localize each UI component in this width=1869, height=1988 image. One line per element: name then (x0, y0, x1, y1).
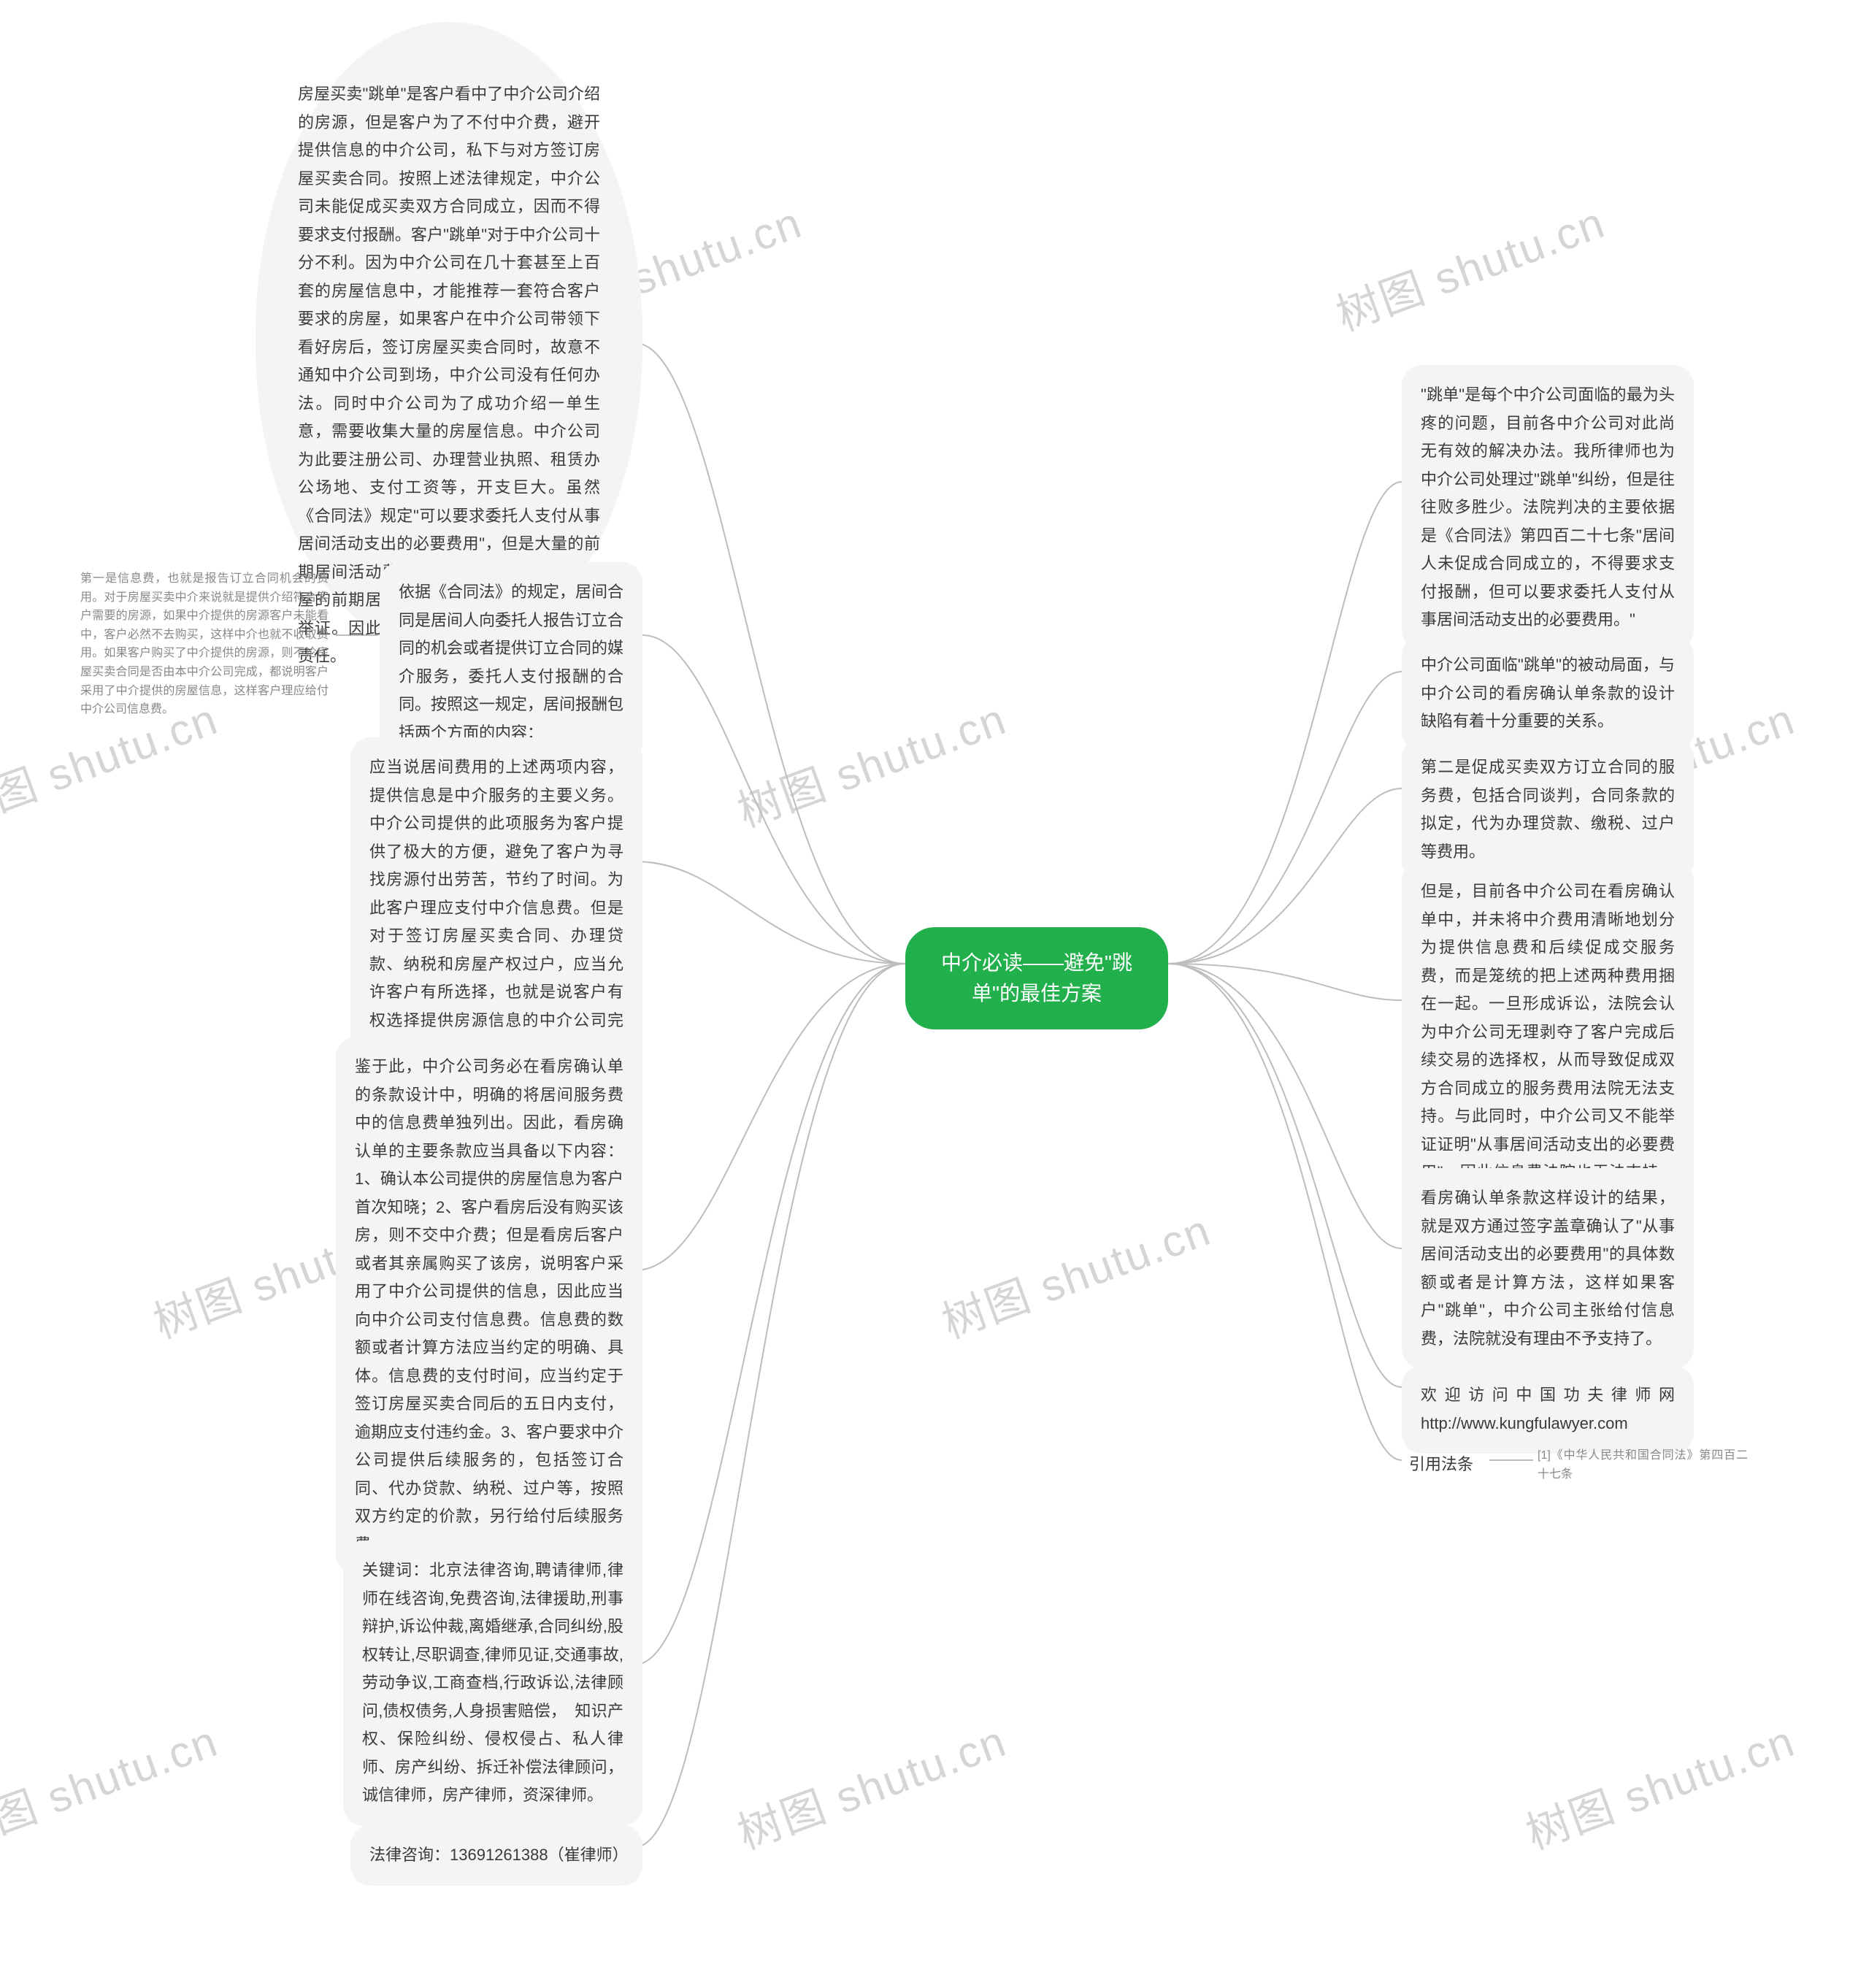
left-node-2b: 依据《合同法》的规定，居间合同是居间人向委托人报告订立合同的机会或者提供订立合同… (380, 562, 642, 763)
watermark: 树图 shutu.cn (0, 1706, 226, 1862)
right-node-5: 看房确认单条款这样设计的结果，就是双方通过签字盖章确认了"从事居间活动支出的必要… (1402, 1168, 1694, 1369)
watermark: 树图 shutu.cn (728, 1706, 1014, 1862)
right-node-3: 第二是促成买卖双方订立合同的服务费，包括合同谈判，合同条款的拟定，代为办理贷款、… (1402, 737, 1694, 882)
watermark: 树图 shutu.cn (1516, 1706, 1803, 1862)
mindmap-canvas: 树图 shutu.cn 树图 shutu.cn 树图 shutu.cn 树图 s… (0, 0, 1869, 1988)
watermark: 树图 shutu.cn (932, 1195, 1219, 1351)
left-node-4: 鉴于此，中介公司务必在看房确认单的条款设计中，明确的将居间服务费中的信息费单独列… (336, 1037, 642, 1575)
right-node-7-child: [1]《中华人民共和国合同法》第四百二十七条 (1533, 1442, 1752, 1488)
right-node-7-label: 引用法条 (1409, 1451, 1473, 1475)
left-node-5: 关键词：北京法律咨询,聘请律师,律师在线咨询,免费咨询,法律援助,刑事辩护,诉讼… (343, 1540, 642, 1826)
right-node-1: "跳单"是每个中介公司面临的最为头疼的问题，目前各中介公司对此尚无有效的解决办法… (1402, 365, 1694, 650)
right-node-6: 欢迎访问中国功夫律师网 http://www.kungfulawyer.com (1402, 1365, 1694, 1454)
right-node-2: 中介公司面临"跳单"的被动局面，与中介公司的看房确认单条款的设计缺陷有着十分重要… (1402, 635, 1694, 752)
center-node: 中介必读——避免"跳单"的最佳方案 (905, 927, 1168, 1029)
left-node-2a: 第一是信息费，也就是报告订立合同机会的费用。对于房屋买卖中介来说就是提供介绍符合… (73, 562, 336, 726)
watermark: 树图 shutu.cn (728, 684, 1014, 840)
watermark: 树图 shutu.cn (1327, 188, 1613, 344)
left-node-6: 法律咨询：13691261388（崔律师） (350, 1825, 642, 1886)
